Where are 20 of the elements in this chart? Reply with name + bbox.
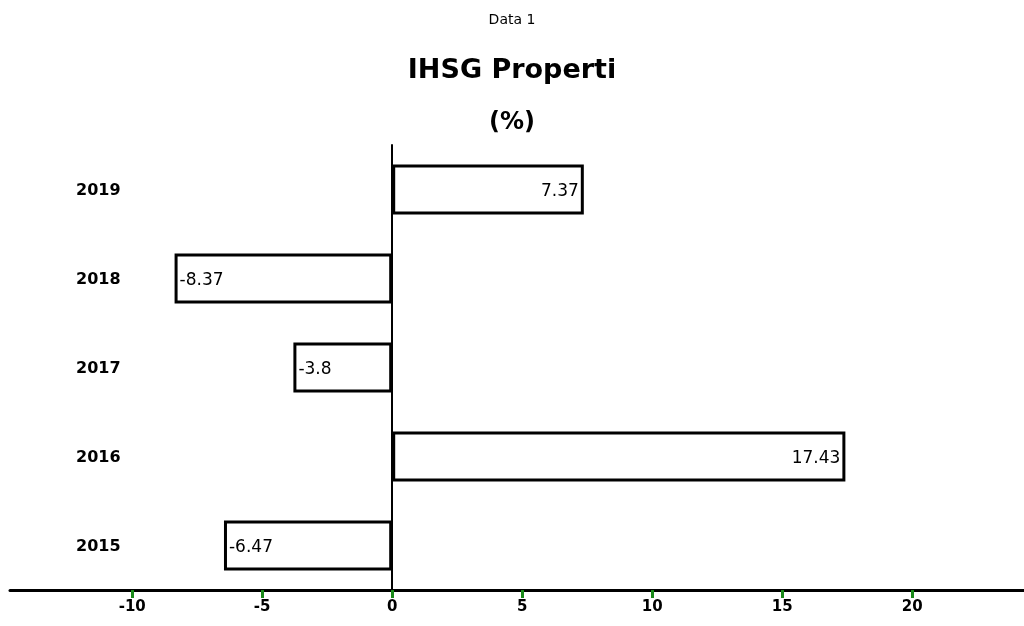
- y-tick-label: 2015: [76, 536, 121, 555]
- x-tick-label: 15: [771, 596, 793, 615]
- x-tick-label: 10: [641, 596, 663, 615]
- x-tick-label: -10: [118, 596, 146, 615]
- x-tick-label: 20: [901, 596, 923, 615]
- y-tick-label: 2017: [76, 358, 121, 377]
- y-tick-label: 2018: [76, 269, 121, 288]
- text: Data 1: [488, 11, 536, 27]
- chart-subtitle: (%): [489, 107, 535, 135]
- x-tick-label: 5: [516, 596, 528, 615]
- chart-title: IHSG Properti: [407, 53, 617, 84]
- data-label: 7.37: [540, 179, 579, 200]
- x-tick-label: 0: [386, 596, 398, 615]
- data-label: -6.47: [228, 535, 273, 556]
- data-label: 17.43: [791, 446, 841, 467]
- y-tick-label: 2019: [76, 180, 121, 199]
- data-label: -3.8: [298, 357, 332, 378]
- data-label: -8.37: [179, 268, 224, 289]
- x-tick-label: -5: [253, 596, 271, 615]
- y-tick-label: 2016: [76, 447, 121, 466]
